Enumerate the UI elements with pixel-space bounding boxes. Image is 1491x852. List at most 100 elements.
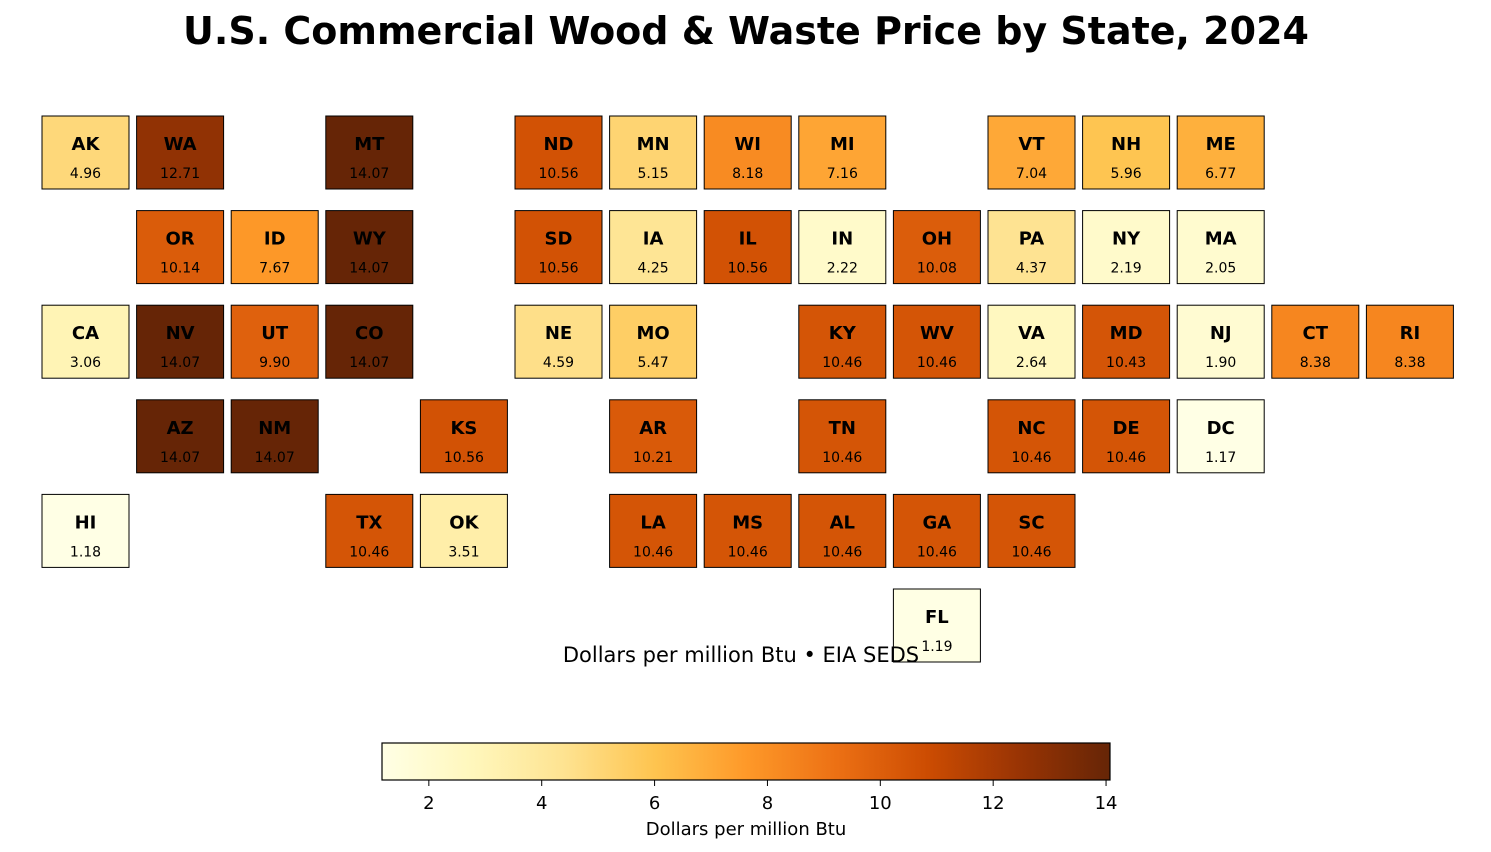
state-value-label: 1.19 (921, 639, 952, 655)
state-tile-rect (798, 115, 887, 190)
state-tile-rect (514, 210, 603, 285)
state-value-label: 8.38 (1394, 355, 1425, 371)
state-abbr-label: WV (920, 323, 954, 344)
state-tile-co: CO 14.07 (325, 304, 414, 379)
state-value-label: 10.56 (728, 261, 768, 277)
state-value-label: 7.67 (259, 261, 290, 277)
state-tile-rect (230, 304, 319, 379)
state-tile-ky: KY 10.46 (798, 304, 887, 379)
state-abbr-label: IN (831, 229, 853, 250)
state-tile-or: OR 10.14 (136, 210, 225, 285)
state-tile-ia: IA 4.25 (609, 210, 698, 285)
state-value-label: 10.21 (633, 450, 673, 466)
state-tile-rect (1082, 399, 1171, 474)
state-tile-dc: DC 1.17 (1176, 399, 1265, 474)
state-value-label: 10.56 (538, 261, 578, 277)
state-value-label: 1.17 (1205, 450, 1236, 466)
state-tile-nj: NJ 1.90 (1176, 304, 1265, 379)
colorbar-tick-label: 6 (649, 793, 660, 814)
state-value-label: 14.07 (160, 355, 200, 371)
state-tile-nd: ND 10.56 (514, 115, 603, 190)
state-tile-oh: OH 10.08 (892, 210, 981, 285)
state-tile-wy: WY 14.07 (325, 210, 414, 285)
state-tile-vt: VT 7.04 (987, 115, 1076, 190)
state-value-label: 5.15 (638, 166, 669, 182)
state-tile-rect (987, 115, 1076, 190)
state-tile-rect (609, 210, 698, 285)
state-value-label: 7.16 (827, 166, 858, 182)
state-tile-rect (514, 115, 603, 190)
state-tile-ok: OK 3.51 (419, 493, 508, 568)
state-tile-ks: KS 10.56 (419, 399, 508, 474)
state-abbr-label: ND (543, 134, 573, 155)
state-abbr-label: OR (166, 229, 195, 250)
state-tile-sd: SD 10.56 (514, 210, 603, 285)
state-abbr-label: WA (164, 134, 197, 155)
state-tile-rect (136, 210, 225, 285)
state-tile-hi: HI 1.18 (41, 493, 130, 568)
state-value-label: 10.14 (160, 261, 200, 277)
state-tile-rect (609, 399, 698, 474)
state-abbr-label: AR (639, 418, 667, 439)
state-abbr-label: ID (264, 229, 286, 250)
state-tile-rect (892, 210, 981, 285)
state-abbr-label: KY (829, 323, 857, 344)
state-abbr-label: DC (1207, 418, 1235, 439)
state-abbr-label: AK (72, 134, 101, 155)
state-abbr-label: WI (734, 134, 761, 155)
state-abbr-label: MN (637, 134, 670, 155)
state-value-label: 5.96 (1111, 166, 1142, 182)
state-abbr-label: FL (925, 607, 949, 628)
state-value-label: 10.56 (538, 166, 578, 182)
state-tile-ma: MA 2.05 (1176, 210, 1265, 285)
state-value-label: 10.46 (917, 355, 957, 371)
colorbar-tick-label: 12 (982, 793, 1005, 814)
state-tile-rect (798, 493, 887, 568)
state-tile-rect (703, 210, 792, 285)
state-value-label: 14.07 (160, 450, 200, 466)
state-tile-pa: PA 4.37 (987, 210, 1076, 285)
state-value-label: 14.07 (349, 355, 389, 371)
state-value-label: 10.46 (1011, 450, 1051, 466)
state-value-label: 1.18 (70, 544, 101, 560)
state-value-label: 10.46 (917, 544, 957, 560)
state-tile-tn: TN 10.46 (798, 399, 887, 474)
state-value-label: 10.46 (822, 355, 862, 371)
state-value-label: 2.64 (1016, 355, 1047, 371)
state-abbr-label: ME (1206, 134, 1236, 155)
state-tile-rect (1082, 115, 1171, 190)
state-tile-rect (136, 304, 225, 379)
state-abbr-label: NJ (1210, 323, 1232, 344)
state-value-label: 14.07 (349, 166, 389, 182)
state-value-label: 8.38 (1300, 355, 1331, 371)
state-abbr-label: VA (1018, 323, 1045, 344)
state-tile-rect (230, 399, 319, 474)
state-tile-nm: NM 14.07 (230, 399, 319, 474)
state-tile-ms: MS 10.46 (703, 493, 792, 568)
state-tile-wi: WI 8.18 (703, 115, 792, 190)
state-value-label: 10.08 (917, 261, 957, 277)
colorbar-tick-label: 8 (762, 793, 773, 814)
state-tile-wv: WV 10.46 (892, 304, 981, 379)
state-tile-rect (609, 115, 698, 190)
state-abbr-label: MA (1205, 229, 1237, 250)
state-tile-rect (514, 304, 603, 379)
state-abbr-label: MI (830, 134, 855, 155)
state-abbr-label: PA (1019, 229, 1045, 250)
state-abbr-label: TX (356, 512, 382, 533)
state-tile-rect (136, 115, 225, 190)
state-tile-de: DE 10.46 (1082, 399, 1171, 474)
state-abbr-label: MO (636, 323, 669, 344)
state-abbr-label: OH (922, 229, 952, 250)
state-tile-rect (609, 304, 698, 379)
state-value-label: 4.25 (638, 261, 669, 277)
state-value-label: 3.06 (70, 355, 101, 371)
state-value-label: 12.71 (160, 166, 200, 182)
state-value-label: 1.90 (1205, 355, 1236, 371)
state-tile-rect (41, 493, 130, 568)
colorbar-tick-label: 10 (869, 793, 892, 814)
colorbar-tick-label: 4 (536, 793, 547, 814)
state-tile-mo: MO 5.47 (609, 304, 698, 379)
state-value-label: 5.47 (638, 355, 669, 371)
state-abbr-label: CA (72, 323, 99, 344)
